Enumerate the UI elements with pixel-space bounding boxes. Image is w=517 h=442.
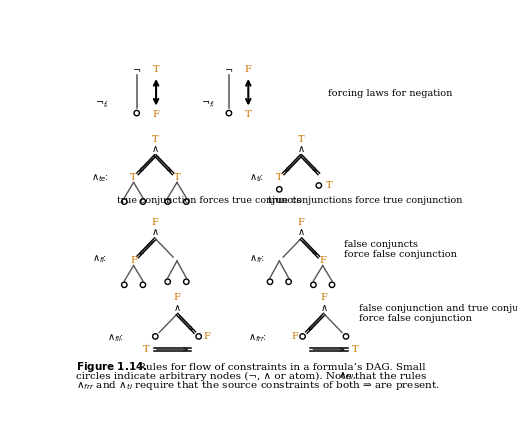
Text: $\wedge$: $\wedge$ [297,228,305,237]
Text: T: T [352,345,359,354]
Text: $\wedge_{fl}\!\!:$: $\wedge_{fl}\!\!:$ [92,253,107,264]
Text: T: T [153,65,159,75]
Text: T: T [143,345,149,354]
Text: T: T [276,173,283,182]
Text: F: F [153,110,160,119]
Text: F: F [174,293,180,302]
Text: $\neg_f\!\!:$: $\neg_f\!\!:$ [201,99,215,110]
Text: T: T [152,135,159,144]
Text: $\wedge_{frr}\!\!:$: $\wedge_{frr}\!\!:$ [248,332,266,344]
Text: $\wedge$: $\wedge$ [321,303,328,313]
Text: $\wedge$: $\wedge$ [173,303,181,313]
Text: T: T [174,173,180,182]
Text: $\neg$: $\neg$ [224,65,234,75]
Text: $\wedge_{fll}$,: $\wedge_{fll}$, [335,371,357,382]
Text: $\wedge_{frr}$ and $\wedge_{ti}$ require that the source constraints of both ⇒ a: $\wedge_{frr}$ and $\wedge_{ti}$ require… [76,379,440,392]
Text: F: F [320,256,326,266]
Text: circles indicate arbitrary nodes (¬, ∧ or atom). Note that the rules: circles indicate arbitrary nodes (¬, ∧ o… [76,372,427,381]
Text: false conjunction and true conjunct: false conjunction and true conjunct [359,304,517,313]
Text: F: F [292,332,298,341]
Text: T: T [326,181,332,190]
Text: Rules for flow of constraints in a formula’s DAG. Small: Rules for flow of constraints in a formu… [135,363,426,372]
Text: $\wedge$: $\wedge$ [297,144,305,154]
Text: F: F [152,218,159,227]
Text: T: T [245,110,252,119]
Text: true conjunction forces true conjuncts: true conjunction forces true conjuncts [116,196,301,206]
Text: $\wedge$: $\wedge$ [151,228,159,237]
Text: $\wedge_{fr}\!\!:$: $\wedge_{fr}\!\!:$ [249,253,265,264]
Text: F: F [130,256,137,266]
Text: true conjunctions force true conjunction: true conjunctions force true conjunction [268,196,463,206]
Text: $\neg$: $\neg$ [132,65,141,75]
Text: T: T [130,173,137,182]
Text: $\mathbf{Figure\ 1.14.}$: $\mathbf{Figure\ 1.14.}$ [76,360,148,374]
Text: $\neg_t\!\!:$: $\neg_t\!\!:$ [95,99,109,110]
Text: force false conjunction: force false conjunction [344,250,457,259]
Text: force false conjunction: force false conjunction [359,314,472,323]
Text: F: F [298,218,305,227]
Text: F: F [321,293,328,302]
Text: F: F [245,65,252,75]
Text: T: T [298,135,305,144]
Text: F: F [203,332,210,341]
Text: $\wedge_{fll}\!\!:$: $\wedge_{fll}\!\!:$ [107,332,123,344]
Text: $\wedge$: $\wedge$ [151,144,159,154]
Text: $\wedge_{te}\!\!:$: $\wedge_{te}\!\!:$ [91,172,108,184]
Text: forcing laws for negation: forcing laws for negation [328,88,452,98]
Text: false conjuncts: false conjuncts [344,240,418,248]
Text: $\wedge_{ti}\!\!:$: $\wedge_{ti}\!\!:$ [249,172,264,184]
